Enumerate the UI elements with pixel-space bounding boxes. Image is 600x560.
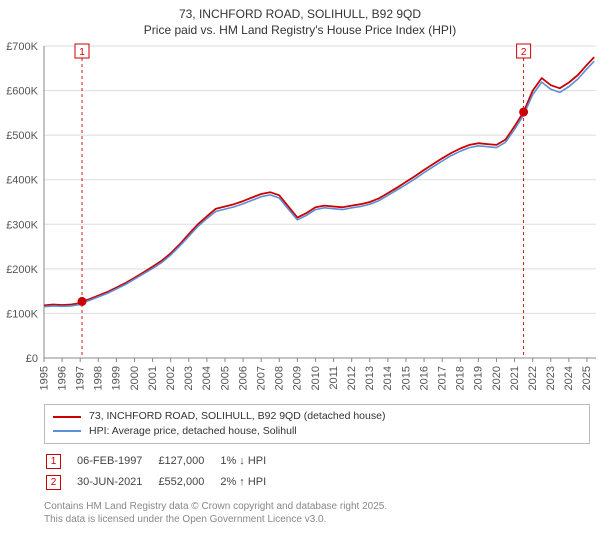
svg-text:1995: 1995	[38, 366, 50, 390]
title-line2: Price paid vs. HM Land Registry's House …	[0, 22, 600, 38]
legend-item: 73, INCHFORD ROAD, SOLIHULL, B92 9QD (de…	[53, 409, 581, 424]
line-chart-svg: £0 £100K £200K £300K £400K £500K £600K £700K 199…	[0, 38, 600, 398]
svg-text:1997: 1997	[74, 366, 86, 390]
svg-text:2005: 2005	[219, 366, 231, 390]
annotation-row: 1 06-FEB-1997 £127,000 1% ↓ HPI	[46, 452, 280, 471]
svg-text:2020: 2020	[491, 366, 503, 390]
svg-text:2004: 2004	[201, 366, 213, 390]
svg-text:2019: 2019	[473, 366, 485, 390]
legend-label: HPI: Average price, detached house, Soli…	[89, 424, 297, 439]
svg-text:1999: 1999	[111, 366, 123, 390]
svg-text:2018: 2018	[455, 366, 467, 390]
legend-item: HPI: Average price, detached house, Soli…	[53, 424, 581, 439]
svg-text:2025: 2025	[581, 366, 593, 390]
svg-text:£700K: £700K	[6, 41, 38, 53]
legend-swatch	[53, 430, 81, 432]
svg-text:2011: 2011	[328, 366, 340, 390]
svg-text:2016: 2016	[418, 366, 430, 390]
svg-text:2001: 2001	[147, 366, 159, 390]
annotation-table: 1 06-FEB-1997 £127,000 1% ↓ HPI 2 30-JUN…	[44, 450, 282, 494]
svg-text:2009: 2009	[292, 366, 304, 390]
svg-text:2010: 2010	[310, 366, 322, 390]
svg-text:2014: 2014	[382, 366, 394, 390]
svg-text:2000: 2000	[129, 366, 141, 390]
svg-text:2024: 2024	[563, 366, 575, 390]
annotation-date: 06-FEB-1997	[77, 452, 156, 471]
annotation-diff: 2% ↑ HPI	[220, 473, 280, 492]
svg-text:1998: 1998	[93, 366, 105, 390]
footer-attribution: Contains HM Land Registry data © Crown c…	[44, 500, 590, 526]
svg-text:2002: 2002	[165, 366, 177, 390]
svg-text:£100K: £100K	[6, 309, 38, 321]
svg-text:1996: 1996	[56, 366, 68, 390]
svg-text:£500K: £500K	[6, 131, 38, 143]
svg-text:2007: 2007	[255, 366, 267, 390]
svg-text:2021: 2021	[509, 366, 521, 390]
annotation-row: 2 30-JUN-2021 £552,000 2% ↑ HPI	[46, 473, 280, 492]
svg-text:2023: 2023	[545, 366, 557, 390]
legend: 73, INCHFORD ROAD, SOLIHULL, B92 9QD (de…	[44, 404, 590, 443]
chart-title: 73, INCHFORD ROAD, SOLIHULL, B92 9QD Pri…	[0, 0, 600, 38]
svg-text:2013: 2013	[364, 366, 376, 390]
svg-text:2003: 2003	[183, 366, 195, 390]
svg-text:£600K: £600K	[6, 86, 38, 98]
annotation-diff: 1% ↓ HPI	[220, 452, 280, 471]
svg-text:2022: 2022	[527, 366, 539, 390]
svg-text:£400K: £400K	[6, 175, 38, 187]
annotation-badge: 2	[46, 475, 61, 490]
legend-label: 73, INCHFORD ROAD, SOLIHULL, B92 9QD (de…	[89, 409, 385, 424]
annotation-price: £127,000	[158, 452, 218, 471]
annotation-date: 30-JUN-2021	[77, 473, 156, 492]
footer-line: Contains HM Land Registry data © Crown c…	[44, 500, 590, 513]
svg-text:2012: 2012	[346, 366, 358, 390]
svg-text:£200K: £200K	[6, 264, 38, 276]
svg-text:2017: 2017	[436, 366, 448, 390]
svg-text:2015: 2015	[400, 366, 412, 390]
title-line1: 73, INCHFORD ROAD, SOLIHULL, B92 9QD	[0, 6, 600, 22]
svg-text:£0: £0	[26, 353, 38, 365]
svg-text:2006: 2006	[237, 366, 249, 390]
svg-text:2: 2	[521, 47, 527, 58]
footer-line: This data is licensed under the Open Gov…	[44, 513, 590, 526]
svg-text:1: 1	[79, 47, 85, 58]
annotation-badge: 1	[46, 454, 61, 469]
annotation-price: £552,000	[158, 473, 218, 492]
legend-swatch	[53, 416, 81, 418]
svg-text:2008: 2008	[274, 366, 286, 390]
svg-text:£300K: £300K	[6, 220, 38, 232]
chart-area: £0 £100K £200K £300K £400K £500K £600K £700K 199…	[0, 38, 600, 398]
